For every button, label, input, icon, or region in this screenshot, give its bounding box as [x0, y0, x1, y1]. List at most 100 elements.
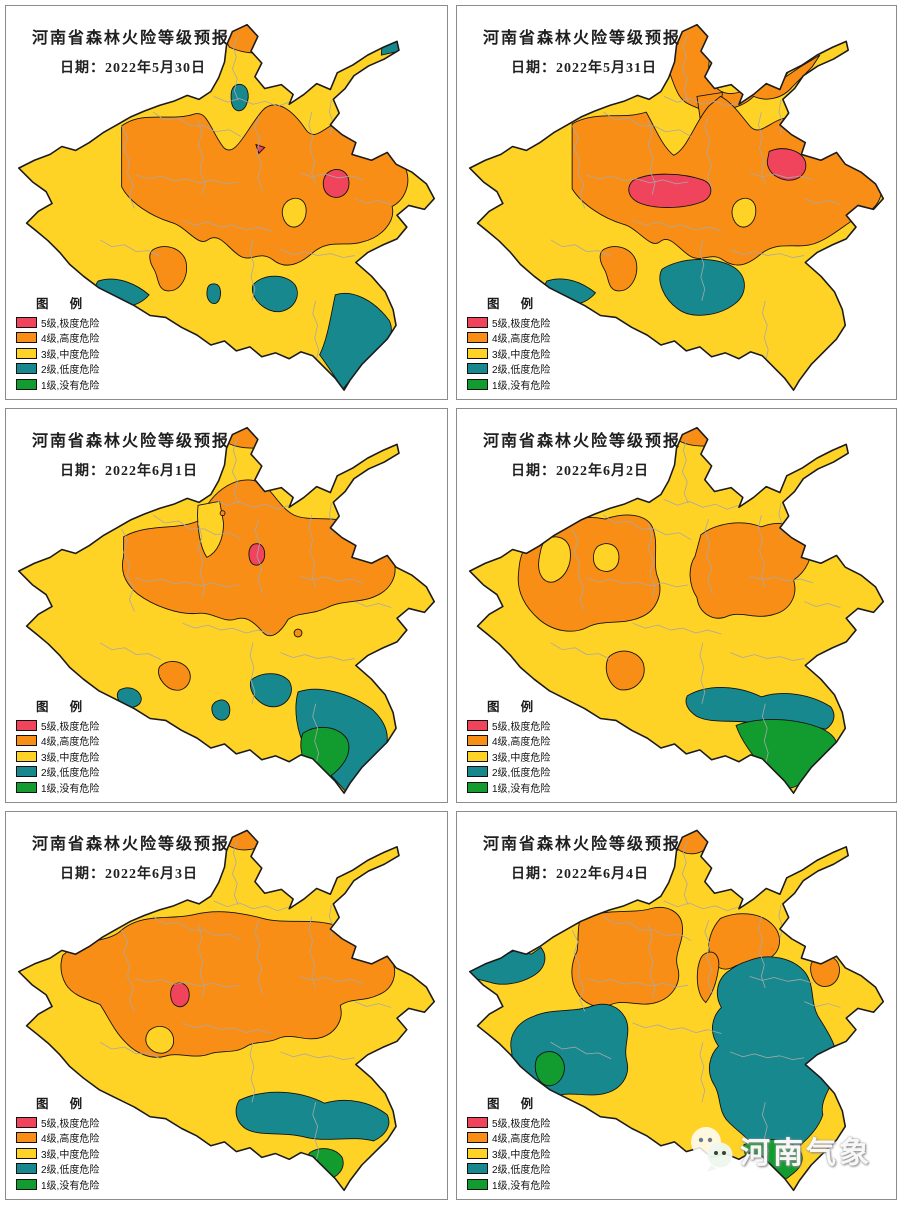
- henan-fire-danger-map-0601: [17, 426, 436, 794]
- legend-row: 3级,中度危险: [16, 1147, 99, 1161]
- legend-row: 1级,没有危险: [467, 378, 550, 392]
- legend-swatch-level4: [467, 1132, 488, 1144]
- legend-title: 图 例: [487, 699, 543, 714]
- legend-swatch-level1: [16, 378, 37, 390]
- legend-swatch-level5: [16, 719, 37, 731]
- legend: 图 例 5级,极度危险 4级,高度危险 3级,中度危险 2级,低度危险 1级,没…: [16, 1093, 99, 1194]
- legend-swatch-level3: [16, 1147, 37, 1159]
- legend-label: 4级,高度危险: [492, 737, 551, 749]
- legend-row: 4级,高度危险: [16, 1131, 99, 1145]
- legend-label: 3级,中度危险: [492, 752, 551, 764]
- henan-fire-danger-map-0604: [468, 829, 885, 1192]
- legend-row: 2级,低度危险: [467, 765, 550, 779]
- watermark-text: 河南气象: [740, 1137, 872, 1170]
- legend-swatch-level3: [16, 750, 37, 762]
- legend-row: 1级,没有危险: [467, 1178, 550, 1192]
- legend-row: 2级,低度危险: [467, 1162, 550, 1176]
- legend-label: 1级,没有危险: [41, 1180, 100, 1192]
- forecast-panel-0603: 河南省森林火险等级预报 日期：2022年6月3日 图 例 5级,极度危险 4级,…: [5, 811, 448, 1200]
- legend-label: 3级,中度危险: [41, 1149, 100, 1161]
- legend-swatch-level2: [16, 363, 37, 375]
- legend-label: 3级,中度危险: [492, 1149, 551, 1161]
- legend: 图 例 5级,极度危险 4级,高度危险 3级,中度危险 2级,低度危险 1级,没…: [16, 696, 99, 797]
- legend-row: 1级,没有危险: [16, 1178, 99, 1192]
- legend-label: 3级,中度危险: [41, 349, 100, 361]
- chat-bubbles-icon: [690, 1127, 733, 1172]
- legend-label: 1级,没有危险: [41, 380, 100, 392]
- legend-label: 3级,中度危险: [41, 752, 100, 764]
- legend: 图 例 5级,极度危险 4级,高度危险 3级,中度危险 2级,低度危险 1级,没…: [16, 293, 99, 394]
- legend-label: 2级,低度危险: [492, 365, 551, 377]
- panel-title: 河南省森林火险等级预报: [32, 433, 231, 450]
- panel-date: 日期：2022年6月2日: [511, 464, 649, 479]
- forecast-panel-0601: 河南省森林火险等级预报 日期：2022年6月1日 图 例 5级,极度危险 4级,…: [5, 408, 448, 803]
- legend-swatch-level4: [467, 735, 488, 747]
- legend-label: 5级,极度危险: [41, 1118, 100, 1130]
- legend-swatch-level1: [16, 781, 37, 793]
- legend-label: 5级,极度危险: [41, 721, 100, 733]
- legend-row: 5级,极度危险: [16, 1116, 99, 1130]
- legend-row: 3级,中度危险: [467, 347, 550, 361]
- legend-title: 图 例: [36, 296, 92, 311]
- legend-label: 2级,低度危险: [41, 365, 100, 377]
- legend-row: 1级,没有危险: [467, 781, 550, 795]
- legend-row: 2级,低度危险: [16, 1162, 99, 1176]
- panel-title: 河南省森林火险等级预报: [483, 30, 682, 47]
- legend-swatch-level5: [16, 316, 37, 328]
- legend-row: 2级,低度危险: [16, 362, 99, 376]
- legend: 图 例 5级,极度危险 4级,高度危险 3级,中度危险 2级,低度危险 1级,没…: [467, 696, 550, 797]
- legend-label: 5级,极度危险: [41, 318, 100, 330]
- legend-swatch-level2: [467, 1163, 488, 1175]
- legend-swatch-level5: [467, 1116, 488, 1128]
- legend-row: 2级,低度危险: [16, 765, 99, 779]
- legend-swatch-level4: [467, 332, 488, 344]
- legend-title: 图 例: [36, 699, 92, 714]
- legend-label: 4级,高度危险: [41, 737, 100, 749]
- henan-fire-danger-map-0603: [17, 829, 436, 1192]
- legend-label: 5级,极度危险: [492, 721, 551, 733]
- legend-label: 2级,低度危险: [492, 1165, 551, 1177]
- legend-label: 5级,极度危险: [492, 318, 551, 330]
- legend-row: 5级,极度危险: [16, 316, 99, 330]
- legend-row: 4级,高度危险: [16, 331, 99, 345]
- panel-title: 河南省森林火险等级预报: [32, 836, 231, 853]
- panel-title: 河南省森林火险等级预报: [483, 836, 682, 853]
- panel-date: 日期：2022年5月30日: [60, 61, 206, 76]
- panel-title: 河南省森林火险等级预报: [32, 30, 231, 47]
- legend-row: 5级,极度危险: [467, 1116, 550, 1130]
- legend-label: 4级,高度危险: [41, 334, 100, 346]
- legend-swatch-level2: [467, 363, 488, 375]
- legend-row: 4级,高度危险: [467, 331, 550, 345]
- henan-fire-danger-map-0602: [468, 426, 885, 794]
- legend-swatch-level5: [467, 316, 488, 328]
- legend-row: 5级,极度危险: [16, 719, 99, 733]
- legend-row: 3级,中度危险: [467, 1147, 550, 1161]
- henan-fire-danger-map-0531: [468, 23, 885, 391]
- legend-label: 1级,没有危险: [492, 783, 551, 795]
- legend-row: 3级,中度危险: [16, 750, 99, 764]
- forecast-panel-0602: 河南省森林火险等级预报 日期：2022年6月2日 图 例 5级,极度危险 4级,…: [456, 408, 897, 803]
- forecast-panel-0531: 河南省森林火险等级预报 日期：2022年5月31日 图 例 5级,极度危险 4级…: [456, 5, 897, 400]
- legend-swatch-level2: [16, 1163, 37, 1175]
- legend-row: 1级,没有危险: [16, 378, 99, 392]
- legend-swatch-level4: [16, 735, 37, 747]
- legend-label: 1级,没有危险: [492, 1180, 551, 1192]
- legend-swatch-level3: [467, 750, 488, 762]
- legend-swatch-level3: [467, 1147, 488, 1159]
- legend-row: 4级,高度危险: [16, 734, 99, 748]
- forecast-panel-0604: 河南省森林火险等级预报 日期：2022年6月4日 图 例 5级,极度危险 4级,…: [456, 811, 897, 1200]
- legend-label: 4级,高度危险: [41, 1134, 100, 1146]
- legend-label: 1级,没有危险: [41, 783, 100, 795]
- legend-title: 图 例: [487, 296, 543, 311]
- legend-row: 4级,高度危险: [467, 734, 550, 748]
- legend-swatch-level4: [16, 332, 37, 344]
- legend-label: 2级,低度危险: [41, 768, 100, 780]
- legend-swatch-level1: [16, 1178, 37, 1190]
- legend-row: 3级,中度危险: [16, 347, 99, 361]
- legend-label: 2级,低度危险: [41, 1165, 100, 1177]
- legend-row: 5级,极度危险: [467, 719, 550, 733]
- legend-swatch-level5: [16, 1116, 37, 1128]
- legend-swatch-level2: [467, 766, 488, 778]
- legend-swatch-level3: [16, 347, 37, 359]
